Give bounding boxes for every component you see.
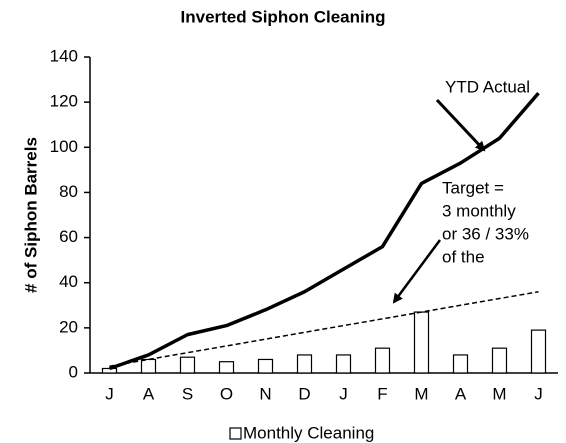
legend-swatch xyxy=(229,427,242,440)
bar xyxy=(530,329,547,374)
x-tick-label: A xyxy=(455,384,467,403)
x-tick-label: F xyxy=(377,384,387,403)
y-tick-label: 20 xyxy=(59,317,78,336)
bar xyxy=(296,354,313,374)
x-tick-label: J xyxy=(105,384,114,403)
bar xyxy=(218,361,235,374)
y-tick-label: 100 xyxy=(50,137,78,156)
bar xyxy=(140,358,157,374)
chart-title: Inverted Siphon Cleaning xyxy=(181,7,386,26)
y-tick-label: 80 xyxy=(59,182,78,201)
x-tick-label: A xyxy=(143,384,155,403)
bar xyxy=(335,354,352,374)
x-tick-label: O xyxy=(220,384,233,403)
bar xyxy=(374,347,391,374)
x-tick-label: J xyxy=(339,384,348,403)
x-tick-label: J xyxy=(534,384,543,403)
bar xyxy=(257,358,274,374)
bar xyxy=(101,367,118,374)
bar xyxy=(413,311,430,374)
annotation: 3 monthly xyxy=(442,201,516,220)
annotation: or 36 / 33% xyxy=(442,224,529,243)
bar xyxy=(491,347,508,374)
y-tick-label: 60 xyxy=(59,227,78,246)
target-line xyxy=(109,291,539,367)
bar xyxy=(179,356,196,374)
y-tick-label: 140 xyxy=(50,46,78,65)
annotation-arrow xyxy=(435,98,486,152)
annotation: Target = xyxy=(442,178,504,197)
y-tick-label: 120 xyxy=(50,92,78,111)
annotation: YTD Actual xyxy=(445,77,530,96)
x-tick-label: D xyxy=(298,384,310,403)
legend-label: Monthly Cleaning xyxy=(243,423,374,442)
ytd-line xyxy=(108,91,540,371)
x-tick-label: M xyxy=(492,384,506,403)
y-tick-label: 40 xyxy=(59,272,78,291)
y-tick-label: 0 xyxy=(69,362,78,381)
x-tick-label: S xyxy=(182,384,193,403)
x-tick-label: N xyxy=(259,384,271,403)
y-axis-label: # of Siphon Barrels xyxy=(21,137,40,293)
x-tick-label: M xyxy=(414,384,428,403)
bar xyxy=(452,354,469,374)
annotation-arrow xyxy=(392,239,442,304)
annotation: of the xyxy=(442,247,485,266)
